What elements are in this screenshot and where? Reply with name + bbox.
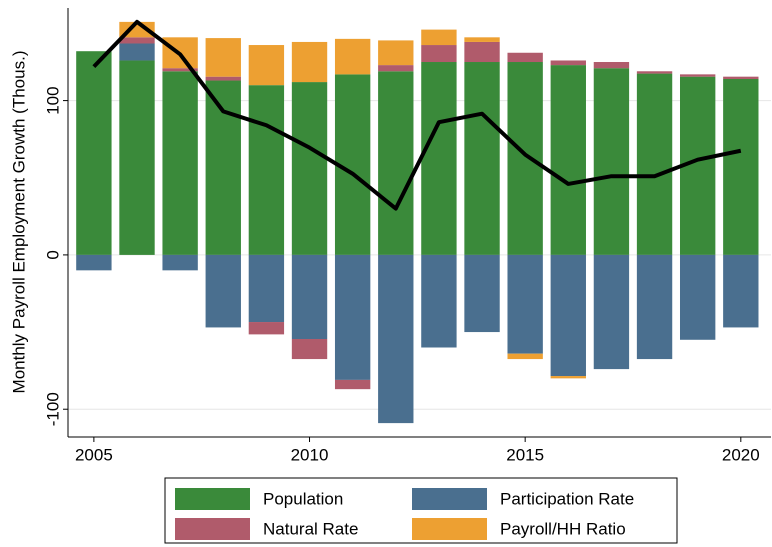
- bar: [421, 29, 457, 46]
- bar: [421, 254, 457, 348]
- bar: [378, 65, 414, 72]
- bar: [378, 254, 414, 424]
- bar: [291, 82, 328, 255]
- bar: [76, 51, 112, 255]
- bar: [291, 41, 328, 83]
- bar: [464, 41, 500, 63]
- bar: [378, 40, 414, 66]
- bar: [464, 62, 500, 255]
- bar: [205, 254, 241, 328]
- bar: [334, 38, 371, 75]
- bar: [205, 80, 241, 255]
- bar: [507, 254, 543, 354]
- legend-label: Payroll/HH Ratio: [500, 519, 626, 538]
- bar: [636, 71, 673, 74]
- bar: [507, 62, 543, 255]
- legend-label: Population: [263, 489, 343, 508]
- bar: [119, 60, 155, 255]
- bar: [334, 254, 371, 380]
- bar: [593, 254, 630, 370]
- legend-swatch: [412, 488, 487, 510]
- bar: [550, 60, 586, 66]
- y-tick-label: 0: [43, 250, 62, 259]
- y-tick-label: 100: [43, 86, 62, 114]
- bar: [119, 37, 155, 44]
- bar: [421, 62, 457, 255]
- bar: [593, 68, 630, 255]
- bar: [723, 76, 759, 79]
- bar: [205, 38, 241, 77]
- bar: [679, 254, 716, 340]
- bar: [723, 78, 759, 255]
- bar: [248, 322, 285, 335]
- legend-swatch: [412, 518, 487, 540]
- bar: [550, 65, 586, 255]
- bar: [248, 45, 285, 86]
- bar: [76, 254, 112, 271]
- bar: [636, 73, 673, 255]
- bar: [205, 76, 241, 81]
- legend-swatch: [175, 518, 250, 540]
- bar: [334, 379, 371, 390]
- bar: [723, 254, 759, 328]
- bar: [291, 339, 328, 360]
- bar: [593, 62, 630, 69]
- x-tick-label: 2015: [506, 445, 544, 464]
- legend-label: Participation Rate: [500, 489, 634, 508]
- bar: [378, 71, 414, 255]
- y-tick-label: -100: [43, 392, 62, 426]
- bar: [507, 52, 543, 63]
- x-tick-label: 2010: [291, 445, 329, 464]
- bar: [248, 85, 285, 255]
- bar: [119, 43, 155, 61]
- x-tick-label: 2020: [722, 445, 760, 464]
- bar: [507, 353, 543, 360]
- bar: [421, 45, 457, 63]
- bar: [679, 74, 716, 77]
- line: [92, 19, 742, 211]
- x-tick-label: 2005: [75, 445, 113, 464]
- bar: [636, 254, 673, 360]
- bar: [162, 71, 198, 255]
- bar: [464, 37, 500, 42]
- legend-label: Natural Rate: [263, 519, 358, 538]
- bar: [162, 68, 198, 72]
- bar: [550, 254, 586, 377]
- bar: [550, 376, 586, 379]
- legend-swatch: [175, 488, 250, 510]
- bar: [464, 254, 500, 333]
- bar: [291, 254, 328, 340]
- bar: [248, 254, 285, 323]
- y-axis-title: Monthly Payroll Employment Growth (Thous…: [9, 51, 28, 394]
- bar: [162, 254, 198, 271]
